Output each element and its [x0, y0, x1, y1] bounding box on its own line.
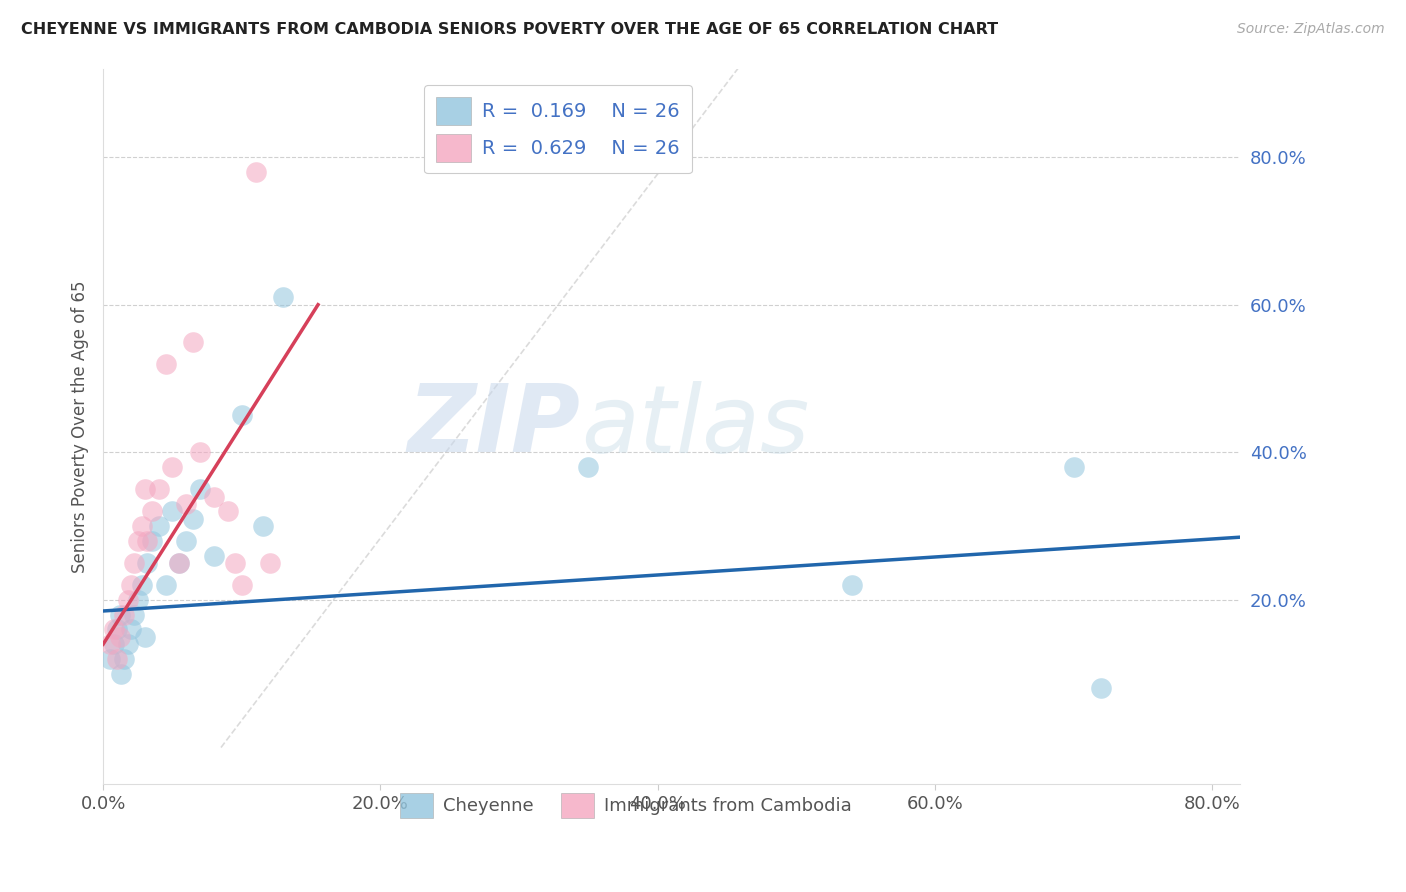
Text: atlas: atlas: [581, 381, 808, 472]
Y-axis label: Seniors Poverty Over the Age of 65: Seniors Poverty Over the Age of 65: [72, 280, 89, 573]
Point: [141, 533, 163, 548]
Point: [105, 623, 128, 637]
Point: [576, 460, 599, 475]
Point: [134, 482, 156, 496]
Point: [176, 533, 198, 548]
Point: [103, 623, 125, 637]
Point: [136, 556, 159, 570]
Point: [103, 637, 125, 651]
Point: [231, 578, 253, 592]
Point: [169, 556, 191, 570]
Point: [155, 578, 177, 592]
Point: [245, 165, 267, 179]
Text: CHEYENNE VS IMMIGRANTS FROM CAMBODIA SENIORS POVERTY OVER THE AGE OF 65 CORRELAT: CHEYENNE VS IMMIGRANTS FROM CAMBODIA SEN…: [21, 22, 998, 37]
Point: [841, 578, 863, 592]
Point: [181, 512, 204, 526]
Point: [231, 409, 253, 423]
Point: [98, 652, 121, 666]
Point: [136, 533, 159, 548]
Point: [134, 630, 156, 644]
Point: [224, 556, 246, 570]
Point: [122, 607, 145, 622]
Point: [108, 607, 131, 622]
Point: [188, 445, 211, 459]
Text: ZIP: ZIP: [408, 381, 581, 473]
Point: [155, 357, 177, 371]
Point: [131, 519, 153, 533]
Point: [141, 504, 163, 518]
Point: [112, 652, 135, 666]
Point: [122, 556, 145, 570]
Point: [110, 666, 132, 681]
Point: [188, 482, 211, 496]
Point: [273, 290, 295, 304]
Point: [112, 607, 135, 622]
Point: [148, 519, 170, 533]
Point: [120, 578, 142, 592]
Point: [131, 578, 153, 592]
Point: [127, 533, 149, 548]
Point: [1063, 460, 1085, 475]
Point: [127, 593, 149, 607]
Point: [148, 482, 170, 496]
Point: [98, 637, 121, 651]
Point: [202, 549, 225, 563]
Point: [217, 504, 239, 518]
Point: [252, 519, 274, 533]
Point: [117, 637, 139, 651]
Point: [169, 556, 191, 570]
Point: [108, 630, 131, 644]
Point: [259, 556, 281, 570]
Point: [117, 593, 139, 607]
Point: [162, 504, 184, 518]
Point: [181, 334, 204, 349]
Point: [105, 652, 128, 666]
Legend: Cheyenne, Immigrants from Cambodia: Cheyenne, Immigrants from Cambodia: [392, 786, 859, 825]
Point: [120, 623, 142, 637]
Point: [202, 490, 225, 504]
Point: [162, 460, 184, 475]
Point: [1090, 681, 1112, 696]
Text: Source: ZipAtlas.com: Source: ZipAtlas.com: [1237, 22, 1385, 37]
Point: [176, 497, 198, 511]
